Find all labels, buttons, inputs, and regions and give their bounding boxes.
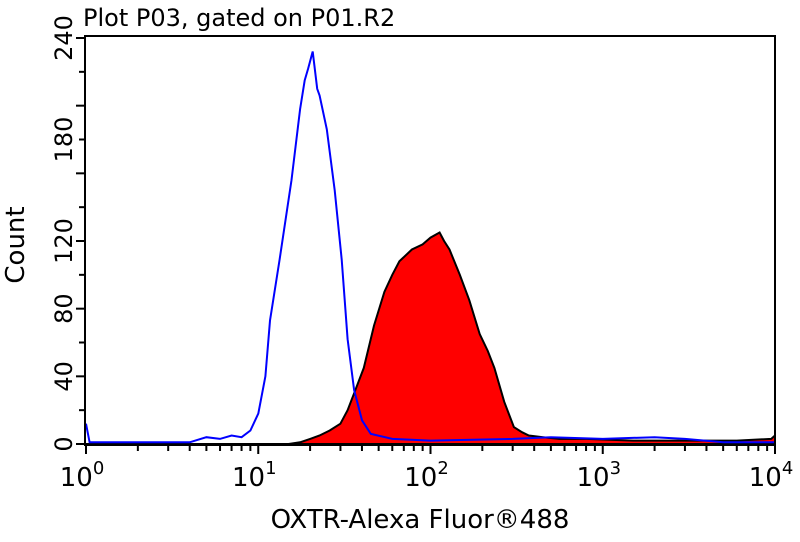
x-tick-label: 104: [749, 458, 794, 493]
y-tick-label: 180: [50, 117, 78, 163]
y-axis: 0 40 80 120 180 240: [50, 15, 85, 452]
x-tick-label: 103: [576, 458, 621, 493]
x-tick-label: 102: [404, 458, 449, 493]
x-tick-base: 10: [232, 463, 265, 493]
plot-area: [85, 51, 776, 445]
y-tick-label-text: 240: [50, 15, 78, 61]
y-tick-label: 40: [50, 361, 78, 392]
x-tick-label: 100: [60, 458, 105, 493]
x-tick-exponent: 2: [437, 458, 448, 479]
y-tick-label-text: 180: [50, 117, 78, 163]
x-tick-exponent: 4: [782, 458, 793, 479]
series-line-histogram: [85, 51, 775, 444]
y-tick-label-text: 80: [50, 293, 78, 324]
y-tick-label: 240: [50, 15, 78, 61]
x-tick-label: 101: [232, 458, 277, 493]
x-tick-exponent: 3: [610, 458, 621, 479]
y-tick-label-text: 120: [50, 218, 78, 264]
y-axis-label-text: Count: [1, 206, 31, 283]
chart-title: Plot P03, gated on P01.R2: [83, 4, 395, 32]
series-filled-histogram: [86, 231, 776, 445]
x-tick-base: 10: [60, 463, 93, 493]
x-tick-exponent: 0: [93, 458, 104, 479]
y-tick-label-text: 0: [50, 436, 78, 451]
x-tick-base: 10: [404, 463, 437, 493]
x-tick-base: 10: [576, 463, 609, 493]
x-tick-exponent: 1: [265, 458, 276, 479]
y-axis-label: Count: [1, 206, 31, 283]
x-axis-label: OXTR-Alexa Fluor®488: [271, 505, 570, 535]
x-tick-base: 10: [749, 463, 782, 493]
y-tick-label: 120: [50, 218, 78, 264]
x-axis: 100 101 102 103 104: [60, 445, 794, 493]
y-tick-label: 0: [50, 436, 78, 451]
y-tick-label-text: 40: [50, 361, 78, 392]
y-tick-label: 80: [50, 293, 78, 324]
